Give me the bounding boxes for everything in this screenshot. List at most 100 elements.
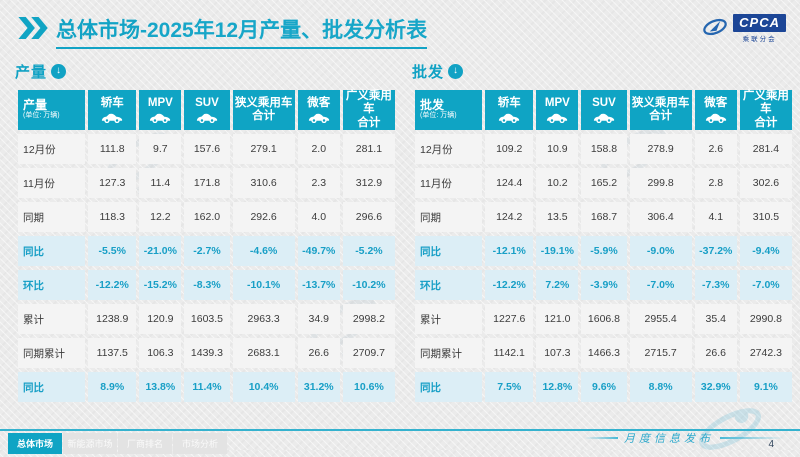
column-label: SUV [592, 97, 616, 110]
column-label: 狭义乘用车 [234, 96, 293, 109]
column-label: 广义乘用车 [742, 90, 789, 116]
cell-value: 1466.3 [581, 338, 627, 368]
column-label: MPV [544, 97, 570, 110]
cell-value: -19.1% [536, 236, 579, 266]
cell-value: 2683.1 [232, 338, 295, 368]
cell-value: -12.1% [485, 236, 534, 266]
column-label-2: 合计 [357, 116, 381, 129]
table-header-row: 批发 (单位: 万辆) 轿车 MPV SUV 狭义乘用车 合计 微客 广义乘用车 合计 [415, 90, 792, 130]
table-row: 同期累计 1142.1 107.3 1466.3 2715.7 26.6 2742.3 [415, 338, 792, 368]
car-icon [536, 112, 578, 123]
page-title-rest: -2025年12月产量、批发分析表 [140, 19, 428, 42]
cell-value: 9.7 [139, 134, 182, 164]
footer-divider [0, 429, 800, 431]
table-row: 累计 1238.9 120.9 1603.5 2963.3 34.9 2998.2 [18, 304, 395, 334]
section-header: 产量 ↓ [15, 60, 398, 82]
cell-value: 299.8 [629, 168, 692, 198]
cell-value: -10.1% [232, 270, 295, 300]
cell-value: 13.8% [139, 372, 182, 402]
footer-tabs: 总体市场 新能源市场 厂商排名 市场分析 [8, 433, 227, 454]
cell-value: -8.3% [184, 270, 230, 300]
table-row: 同比 -12.1% -19.1% -5.9% -9.0% -37.2% -9.4% [415, 236, 792, 266]
column-header: 微客 [297, 90, 340, 130]
cell-value: -49.7% [297, 236, 340, 266]
column-label: 狭义乘用车 [631, 96, 690, 109]
cell-value: 2955.4 [629, 304, 692, 334]
column-header: 广义乘用车 合计 [342, 90, 395, 130]
column-label-2: 合计 [649, 110, 673, 122]
table-row: 累计 1227.6 121.0 1606.8 2955.4 35.4 2990.8 [415, 304, 792, 334]
cell-value: 1238.9 [88, 304, 137, 334]
cell-value: 2.3 [297, 168, 340, 198]
cell-value: 31.2% [297, 372, 340, 402]
cell-value: 35.4 [694, 304, 737, 334]
section-label: 产量 [15, 63, 48, 81]
column-label-2: 合计 [754, 116, 778, 129]
row-label: 累计 [18, 304, 86, 334]
note-text: 月度信息发布 [624, 432, 714, 445]
cell-value: -2.7% [184, 236, 230, 266]
cell-value: 1606.8 [581, 304, 627, 334]
swoosh-icon [700, 15, 730, 44]
column-label: MPV [147, 97, 173, 110]
table-row: 12月份 109.2 10.9 158.8 278.9 2.6 281.4 [415, 134, 792, 164]
cell-value: 2.8 [694, 168, 737, 198]
cpca-subtitle: 乘联分会 [742, 36, 777, 43]
cell-value: 34.9 [297, 304, 340, 334]
cell-value: 127.3 [88, 168, 137, 198]
cell-value: -5.5% [88, 236, 137, 266]
footer-tab[interactable]: 总体市场 [8, 433, 62, 454]
cell-value: -7.3% [694, 270, 737, 300]
cell-value: -12.2% [485, 270, 534, 300]
cell-value: 26.6 [694, 338, 737, 368]
cell-value: 281.1 [342, 134, 395, 164]
column-label-2: 合计 [252, 110, 276, 122]
cell-value: 32.9% [694, 372, 737, 402]
cell-value: 12.2 [139, 202, 182, 232]
cell-value: 10.6% [342, 372, 395, 402]
cell-value: 292.6 [232, 202, 295, 232]
table-row: 12月份 111.8 9.7 157.6 279.1 2.0 281.1 [18, 134, 395, 164]
wholesale-section: 批发 ↓ 批发 (单位: 万辆) 轿车 MPV SUV 狭义乘用车 合计 微客 广义乘用车 合计 1… [412, 60, 795, 406]
cell-value: 157.6 [184, 134, 230, 164]
row-label: 同期 [18, 202, 86, 232]
cell-value: 279.1 [232, 134, 295, 164]
row-label: 同比 [18, 236, 86, 266]
cell-value: 111.8 [88, 134, 137, 164]
table-header-row: 产量 (单位: 万辆) 轿车 MPV SUV 狭义乘用车 合计 微客 广义乘用车 合计 [18, 90, 395, 130]
cell-value: 2709.7 [342, 338, 395, 368]
table-row: 同比 8.9% 13.8% 11.4% 10.4% 31.2% 10.6% [18, 372, 395, 402]
cell-value: 124.4 [485, 168, 534, 198]
table-corner-title: 批发 [420, 98, 445, 113]
cell-value: 9.6% [581, 372, 627, 402]
cell-value: 109.2 [485, 134, 534, 164]
column-header: 广义乘用车 合计 [739, 90, 792, 130]
cell-value: 8.8% [629, 372, 692, 402]
note-line-right [720, 437, 792, 439]
cell-value: 302.6 [739, 168, 792, 198]
column-header: 轿车 [485, 90, 534, 130]
table-row: 11月份 127.3 11.4 171.8 310.6 2.3 312.9 [18, 168, 395, 198]
page-number: 4 [768, 439, 774, 450]
footer-tab[interactable]: 厂商排名 [118, 433, 172, 454]
down-arrow-icon: ↓ [51, 63, 67, 79]
column-label: 轿车 [497, 97, 521, 110]
cell-value: 120.9 [139, 304, 182, 334]
row-label: 同比 [18, 372, 86, 402]
column-header: MPV [536, 90, 579, 130]
row-label: 同期 [415, 202, 483, 232]
cell-value: 2.0 [297, 134, 340, 164]
cell-value: 10.9 [536, 134, 579, 164]
cell-value: 2990.8 [739, 304, 792, 334]
car-icon [695, 112, 737, 123]
footer-tab[interactable]: 新能源市场 [63, 433, 117, 454]
cell-value: 162.0 [184, 202, 230, 232]
table-row: 同期 124.2 13.5 168.7 306.4 4.1 310.5 [415, 202, 792, 232]
cell-value: 2998.2 [342, 304, 395, 334]
footer-tab[interactable]: 市场分析 [173, 433, 227, 454]
row-label: 12月份 [18, 134, 86, 164]
cell-value: 171.8 [184, 168, 230, 198]
page-title: 总体市场-2025年12月产量、批发分析表 [56, 14, 428, 49]
section-label: 批发 [412, 63, 445, 81]
